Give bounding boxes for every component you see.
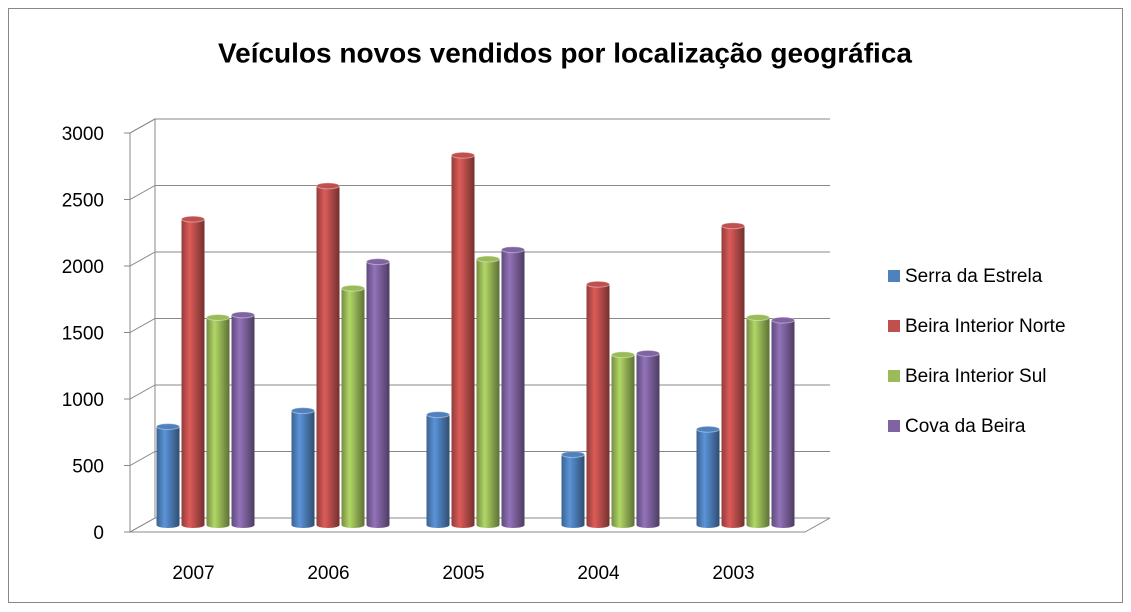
- bar-body: [341, 288, 365, 528]
- floor-line: [130, 517, 831, 533]
- x-tick-label: 2007: [172, 563, 214, 584]
- bar: [316, 182, 340, 528]
- bar-body: [501, 249, 525, 528]
- y-tick-label: 2500: [62, 191, 104, 212]
- bar: [426, 411, 450, 528]
- bar-cap: [771, 316, 795, 324]
- bar: [561, 451, 585, 528]
- bar: [771, 316, 795, 528]
- bar: [341, 284, 365, 528]
- grid-line: [124, 118, 830, 134]
- bar: [156, 423, 180, 528]
- bar-body: [451, 155, 475, 528]
- bar: [746, 314, 770, 528]
- bar: [501, 246, 525, 528]
- y-tick-label: 0: [93, 523, 104, 544]
- bar-body: [476, 259, 500, 528]
- bar-body: [206, 317, 230, 528]
- y-tick-label: 1500: [62, 324, 104, 345]
- y-tick-label: 3000: [62, 124, 104, 145]
- bar: [206, 314, 230, 528]
- legend-label: Beira Interior Norte: [905, 316, 1066, 337]
- bar-cap: [291, 407, 315, 415]
- legend-label: Serra da Estrela: [905, 266, 1043, 287]
- bar-cap: [636, 349, 660, 357]
- bar: [476, 255, 500, 528]
- bar: [721, 222, 745, 528]
- bar-cap: [746, 314, 770, 322]
- bar-cap: [476, 255, 500, 263]
- bar-body: [636, 353, 660, 528]
- bar-cap: [156, 423, 180, 431]
- bar-body: [771, 320, 795, 528]
- bar-cap: [426, 411, 450, 419]
- bar-body: [156, 426, 180, 528]
- x-tick-label: 2006: [307, 563, 349, 584]
- bar-cap: [721, 222, 745, 230]
- bar-cap: [316, 182, 340, 190]
- bar: [586, 280, 610, 528]
- grid-line: [124, 251, 830, 267]
- bar: [231, 311, 255, 528]
- bar-body: [291, 410, 315, 528]
- chart-title: Veículos novos vendidos por localização …: [218, 37, 912, 68]
- grid-line: [124, 185, 830, 200]
- bar-cap: [206, 314, 230, 322]
- bar-body: [586, 284, 610, 528]
- bar-body: [316, 185, 340, 528]
- bar-body: [696, 429, 720, 528]
- bar-body: [366, 261, 390, 528]
- bar-cap: [501, 246, 525, 254]
- legend-swatch: [888, 370, 900, 382]
- bar: [291, 407, 315, 528]
- legend-swatch: [888, 420, 900, 432]
- bar-cap: [181, 215, 205, 223]
- x-tick-label: 2003: [712, 563, 754, 584]
- bar-body: [231, 314, 255, 528]
- bar-cap: [366, 258, 390, 266]
- legend-label: Cova da Beira: [905, 416, 1026, 437]
- bar-cap: [696, 425, 720, 433]
- x-tick-label: 2005: [442, 563, 484, 584]
- bar: [366, 258, 390, 528]
- bar: [636, 349, 660, 528]
- bar: [611, 351, 635, 528]
- bar: [451, 151, 475, 528]
- bar-body: [746, 317, 770, 528]
- y-tick-label: 2000: [62, 257, 104, 278]
- bar-cap: [451, 151, 475, 159]
- bar: [181, 215, 205, 528]
- bar-cap: [341, 284, 365, 292]
- bar: [696, 425, 720, 528]
- x-tick-label: 2004: [577, 563, 620, 584]
- bar-cap: [231, 311, 255, 319]
- bar-body: [721, 225, 745, 528]
- legend-label: Beira Interior Sul: [905, 366, 1047, 387]
- y-tick-label: 500: [72, 457, 104, 478]
- bar-body: [426, 414, 450, 528]
- bar-cap: [561, 451, 585, 459]
- y-tick-label: 1000: [62, 390, 104, 411]
- bar-cap: [611, 351, 635, 359]
- bar-body: [181, 219, 205, 528]
- bar-body: [611, 354, 635, 528]
- legend-swatch: [888, 320, 900, 332]
- bar-body: [561, 454, 585, 528]
- legend-swatch: [888, 270, 900, 282]
- bar-cap: [586, 280, 610, 288]
